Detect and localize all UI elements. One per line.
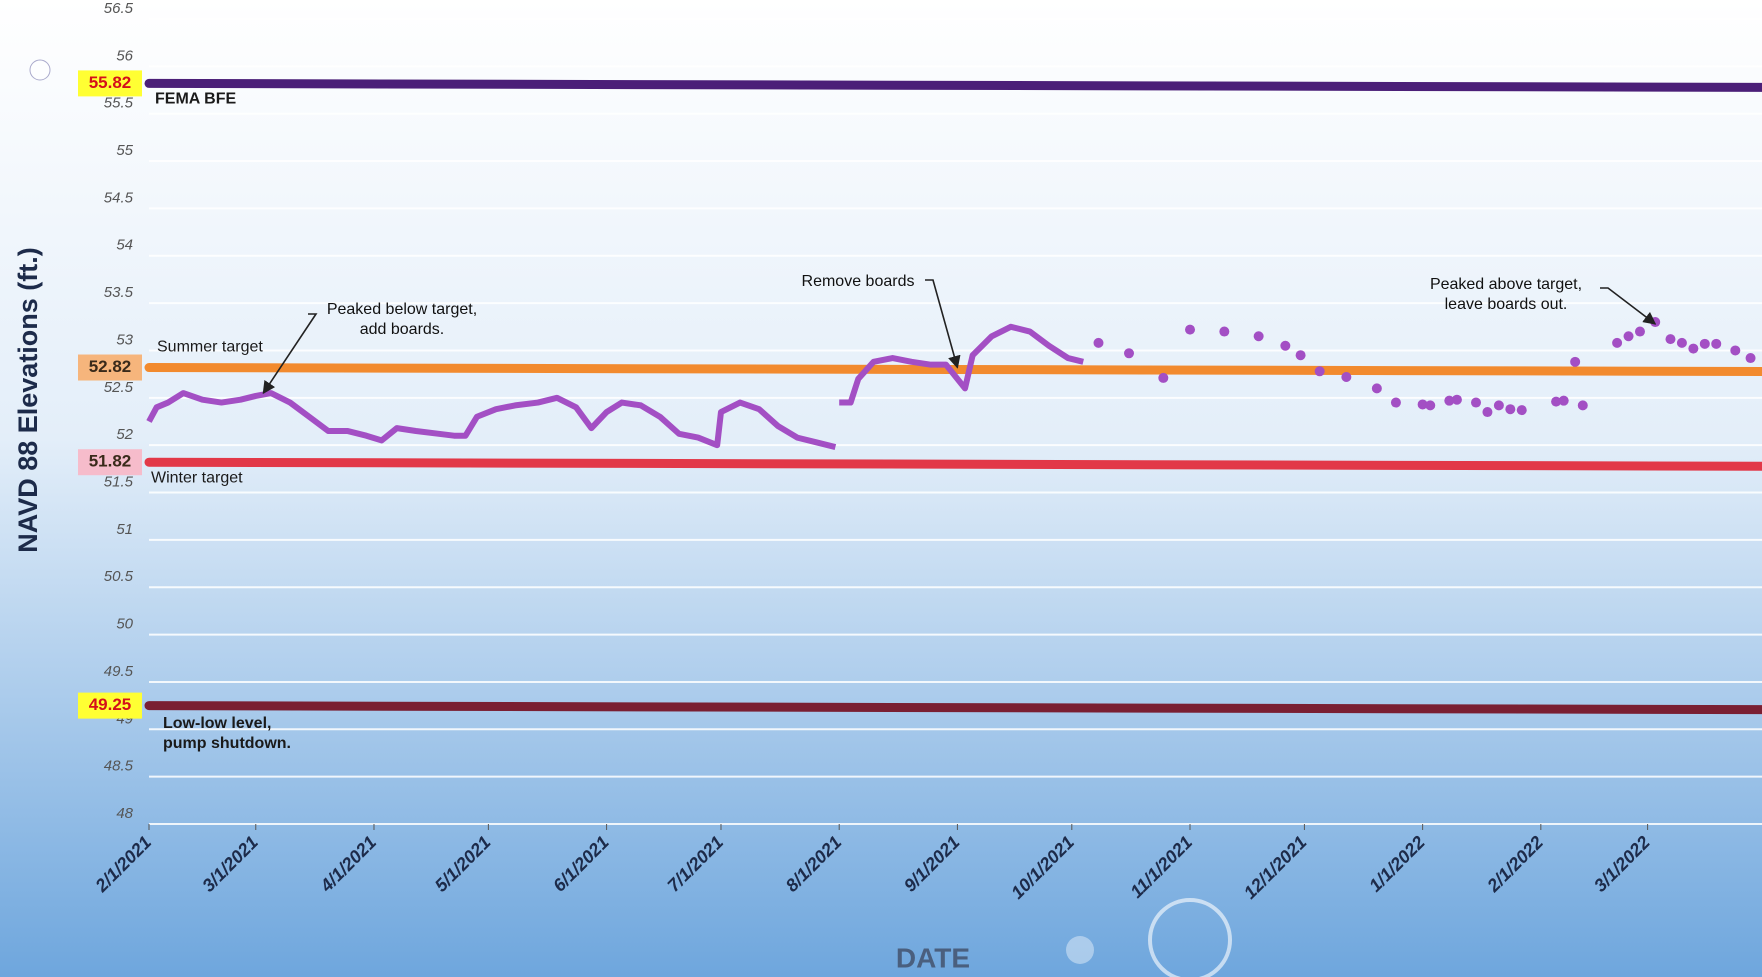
annotation-arrow <box>925 279 961 369</box>
annotation-text: Remove boards <box>802 273 915 290</box>
water-level-point <box>1505 404 1516 415</box>
water-level-point <box>1158 372 1169 383</box>
y-tick-label: 48.5 <box>104 758 134 775</box>
water-level-point <box>1570 356 1581 367</box>
y-tick-label: 54 <box>116 237 133 254</box>
water-level-point <box>1699 338 1710 349</box>
water-level-point <box>1493 400 1504 411</box>
reference-line <box>144 457 1762 471</box>
y-tick-label: 55.5 <box>104 95 134 112</box>
water-level-point <box>1482 407 1493 418</box>
water-level-point <box>1185 324 1196 335</box>
y-axis-title: NAVD 88 Elevations (ft.) <box>13 247 43 553</box>
y-tick-label: 55 <box>116 142 133 159</box>
y-tick-label: 52 <box>116 426 133 443</box>
y-tick-label: 56.5 <box>104 0 134 17</box>
y-tick-label: 52.5 <box>104 379 134 396</box>
y-tick-label: 51.5 <box>104 473 134 490</box>
water-level-point <box>1665 334 1676 345</box>
reference-value-label: 49.25 <box>89 695 132 714</box>
water-level-point <box>1219 326 1230 337</box>
water-level-point <box>1471 397 1482 408</box>
water-level-point <box>1623 331 1634 342</box>
annotation-text: add boards. <box>360 321 445 338</box>
reference-caption: Low-low level, <box>163 715 271 732</box>
annotation-text: leave boards out. <box>1445 296 1568 313</box>
y-tick-label: 50 <box>116 616 133 633</box>
reference-label-box <box>78 354 142 381</box>
water-level-point <box>1341 371 1352 382</box>
water-level-point <box>1551 396 1562 407</box>
x-axis-title: DATE <box>896 942 970 973</box>
y-tick-label: 53 <box>116 331 133 348</box>
water-level-point <box>1745 353 1756 364</box>
reference-label-box <box>78 692 142 719</box>
annotation-arrow <box>1600 287 1657 325</box>
water-level-point <box>1124 348 1135 359</box>
reference-caption: pump shutdown. <box>163 735 291 752</box>
water-level-point <box>1730 345 1741 356</box>
reference-label-box <box>78 70 142 97</box>
water-level-point <box>1688 343 1699 354</box>
annotation-text: Peaked above target, <box>1430 276 1582 293</box>
water-level-point <box>1314 366 1325 377</box>
annotation-arrow <box>262 313 318 395</box>
y-tick-label: 48 <box>116 805 133 822</box>
water-level-point <box>1253 331 1264 342</box>
reference-value-label: 51.82 <box>89 452 132 471</box>
reference-line <box>144 78 1762 92</box>
water-level-point <box>1371 383 1382 394</box>
y-tick-label: 54.5 <box>104 189 134 206</box>
y-tick-label: 53.5 <box>104 284 134 301</box>
water-level-point <box>1558 395 1569 406</box>
water-level-point <box>1093 337 1104 348</box>
bubble <box>1148 898 1232 977</box>
water-level-point <box>1390 397 1401 408</box>
y-tick-label: 51 <box>116 521 133 538</box>
annotation-text: Peaked below target, <box>327 301 477 318</box>
reference-value-label: 52.82 <box>89 357 132 376</box>
reference-value-label: 55.82 <box>89 73 132 92</box>
reference-line <box>144 363 1762 377</box>
reference-caption: Winter target <box>151 469 243 486</box>
water-level-line <box>839 323 1084 406</box>
water-level-point <box>1577 400 1588 411</box>
reference-caption: Summer target <box>157 339 263 356</box>
water-level-point <box>1444 395 1455 406</box>
y-tick-label: 50.5 <box>104 568 134 585</box>
reference-line <box>144 701 1762 715</box>
reference-label-box <box>78 449 142 476</box>
water-level-point <box>1676 337 1687 348</box>
bubble <box>29 59 51 81</box>
water-level-line <box>146 390 837 450</box>
reference-caption: FEMA BFE <box>155 91 237 108</box>
water-level-point <box>1634 326 1645 337</box>
water-level-point <box>1711 338 1722 349</box>
water-level-point <box>1516 405 1527 416</box>
water-level-point <box>1612 337 1623 348</box>
water-level-point <box>1295 350 1306 361</box>
water-level-point <box>1451 394 1462 405</box>
water-level-point <box>1425 400 1436 411</box>
y-tick-label: 49.5 <box>104 663 134 680</box>
bubble <box>1066 936 1094 964</box>
water-level-point <box>1417 399 1428 410</box>
water-level-point <box>1280 340 1291 351</box>
y-tick-label: 56 <box>116 47 133 64</box>
